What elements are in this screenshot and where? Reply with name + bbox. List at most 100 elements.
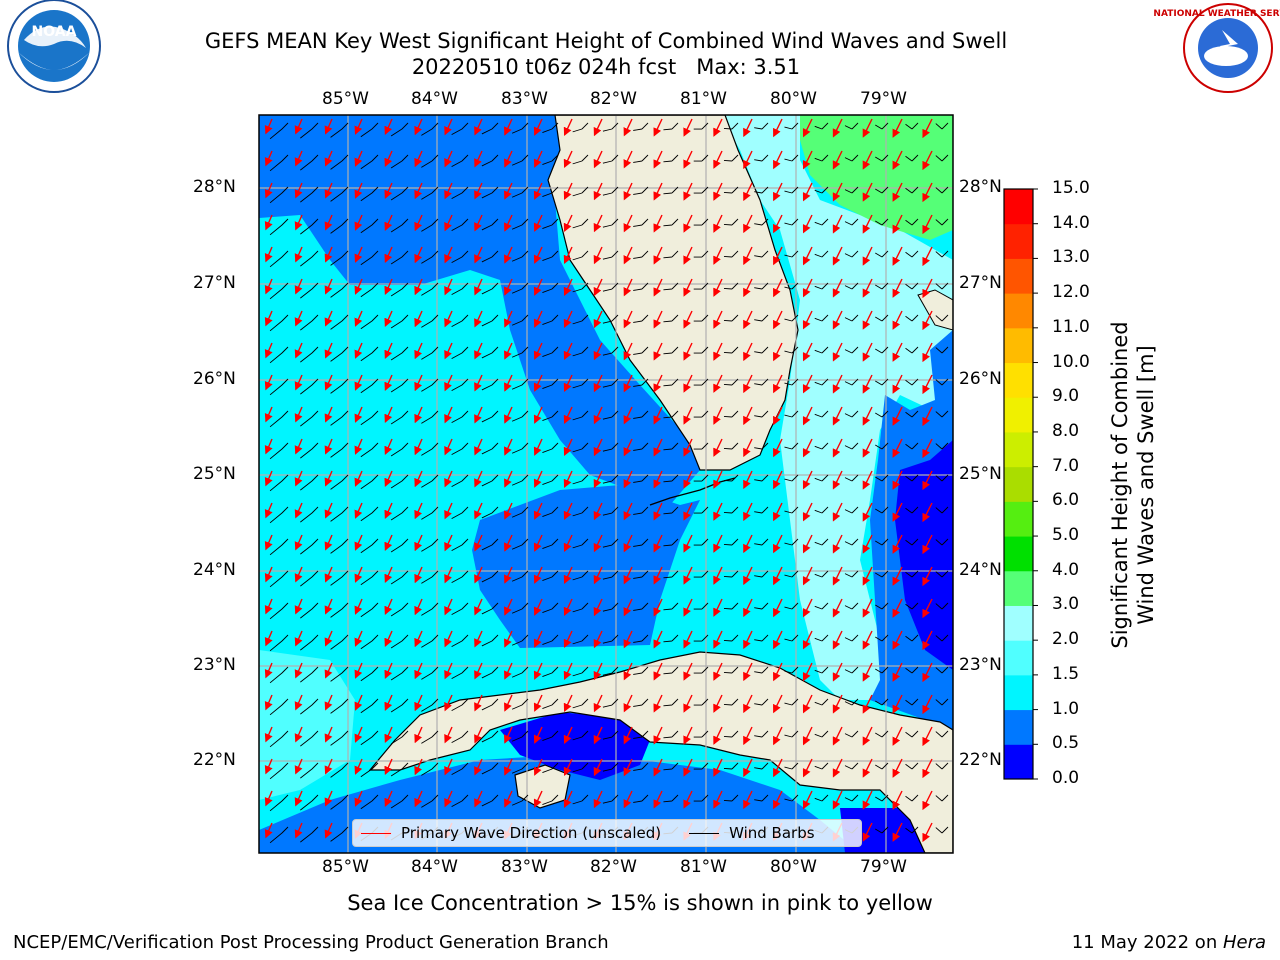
wind-barb <box>572 762 589 773</box>
wave-direction-arrow <box>264 790 273 807</box>
wind-barb <box>693 538 709 546</box>
wave-direction-arrow <box>504 694 513 712</box>
wind-barb <box>633 122 649 131</box>
wave-direction-arrow <box>414 790 423 808</box>
wind-barb <box>602 538 619 548</box>
wave-direction-arrow <box>264 374 273 391</box>
wave-direction-arrow <box>713 758 723 777</box>
wave-direction-arrow <box>563 758 573 777</box>
footer-left: NCEP/EMC/Verification Post Processing Pr… <box>13 932 609 953</box>
wind-barb <box>269 410 289 428</box>
wave-direction-arrow <box>653 310 663 329</box>
wave-direction-arrow <box>683 598 693 617</box>
wind-barb <box>875 698 889 706</box>
wave-direction-arrow <box>264 278 273 295</box>
wind-barb <box>633 186 649 195</box>
wave-direction-arrow <box>802 726 813 746</box>
wave-direction-arrow <box>862 310 873 330</box>
wind-barb <box>542 442 559 453</box>
wave-direction-arrow <box>802 150 813 170</box>
wave-direction-arrow <box>294 278 303 295</box>
wave-direction-arrow <box>683 406 693 425</box>
wave-direction-arrow <box>264 726 273 743</box>
lon-label-bottom: 80°W <box>770 857 817 877</box>
wind-barb <box>663 378 679 387</box>
wind-barb <box>330 762 349 778</box>
legend-barb: Wind Barbs <box>681 824 815 842</box>
wave-direction-arrow <box>683 534 693 553</box>
wind-barb <box>330 442 349 458</box>
wind-barb <box>754 666 769 674</box>
wind-barb <box>269 538 289 556</box>
wave-direction-arrow <box>922 726 933 747</box>
wind-barb <box>360 154 379 170</box>
wave-direction-arrow <box>474 406 483 424</box>
wind-barb <box>633 314 649 323</box>
wave-direction-arrow <box>922 566 933 587</box>
wind-barb <box>875 666 889 674</box>
wind-barb <box>572 346 589 357</box>
wind-barb <box>663 794 679 803</box>
wind-barb <box>330 154 349 170</box>
wind-barb <box>935 794 949 802</box>
wind-barb <box>421 410 439 424</box>
wind-barb <box>693 698 709 706</box>
wind-barb <box>844 602 859 610</box>
wave-direction-arrow <box>832 342 843 362</box>
wave-direction-arrow <box>593 470 603 489</box>
wind-barb <box>844 442 859 450</box>
wind-barb <box>602 314 619 324</box>
wind-barb <box>693 378 709 386</box>
wind-barb <box>935 506 949 514</box>
wave-direction-arrow <box>593 310 603 329</box>
wave-direction-arrow <box>414 662 423 680</box>
lon-label-bottom: 81°W <box>680 857 727 877</box>
wave-direction-arrow <box>653 214 663 233</box>
colorbar-segment <box>1004 362 1033 398</box>
wind-barb <box>421 250 439 264</box>
wave-direction-arrow <box>264 566 273 583</box>
wind-barb <box>844 186 859 194</box>
wave-direction-arrow <box>504 758 513 776</box>
wave-direction-arrow <box>414 726 423 744</box>
wave-direction-arrow <box>623 182 633 201</box>
wind-barb <box>542 154 559 165</box>
wind-barb <box>360 282 379 298</box>
colorbar-segment <box>1004 258 1033 294</box>
wave-zone-3.0-ne <box>800 115 953 240</box>
wave-direction-arrow <box>414 150 423 168</box>
wave-direction-arrow <box>294 822 303 839</box>
wave-direction-arrow <box>653 694 663 713</box>
colorbar-segment <box>1004 501 1033 537</box>
wave-direction-arrow <box>683 470 693 489</box>
wave-direction-arrow <box>623 310 633 329</box>
wave-direction-arrow <box>504 246 513 264</box>
wave-direction-arrow <box>294 246 303 263</box>
wind-barb <box>935 730 949 738</box>
wind-barb <box>390 730 409 745</box>
wind-barb <box>723 602 739 610</box>
wave-direction-arrow <box>593 502 603 521</box>
wave-direction-arrow <box>832 246 843 266</box>
wind-barb <box>300 698 319 715</box>
wave-direction-arrow <box>743 342 753 362</box>
wind-barb <box>602 154 619 164</box>
lat-label-right: 28°N <box>959 177 1002 197</box>
wave-direction-arrow <box>384 630 393 648</box>
lon-label-top: 82°W <box>590 89 637 109</box>
wave-direction-arrow <box>384 694 393 712</box>
wind-barb <box>269 378 289 396</box>
wind-barb <box>511 570 529 582</box>
wave-direction-arrow <box>533 278 543 296</box>
wind-barb <box>572 314 589 325</box>
wave-direction-arrow <box>683 246 693 265</box>
wind-barb <box>814 282 829 290</box>
wind-barb <box>300 666 319 683</box>
wind-barb <box>300 378 319 395</box>
lat-label-left: 27°N <box>193 273 236 293</box>
wind-barb <box>663 346 679 355</box>
wave-direction-arrow <box>324 246 333 263</box>
wind-barb <box>481 378 499 391</box>
wave-direction-arrow <box>504 790 513 808</box>
wave-direction-arrow <box>713 470 723 489</box>
